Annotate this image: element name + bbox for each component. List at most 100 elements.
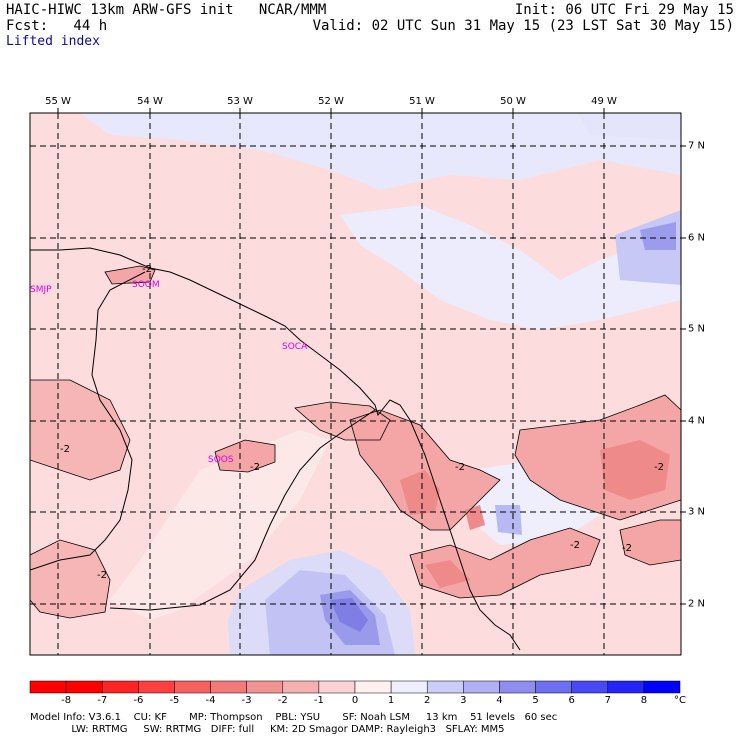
colorbar-segment bbox=[246, 680, 284, 694]
station-soos: SOOS bbox=[208, 455, 234, 465]
station-labels: SMJP SOCA SOOM SOOS bbox=[30, 280, 308, 465]
blue-core-east bbox=[640, 222, 676, 250]
lat-label-6n: 6 N bbox=[688, 232, 706, 244]
contour-label: -2 bbox=[455, 462, 465, 473]
colorbar-segment bbox=[210, 680, 247, 694]
lat-label-4n: 4 N bbox=[688, 415, 706, 427]
valid-time: Valid: 02 UTC Sun 31 May 15 (23 LST Sat … bbox=[312, 18, 734, 34]
contour-label: -2 bbox=[250, 462, 260, 473]
colorbar-segment bbox=[643, 680, 681, 694]
contour-soos bbox=[214, 439, 276, 473]
pink-area-southeast bbox=[620, 520, 681, 565]
pink-core-east bbox=[600, 440, 670, 500]
blue-core-south-central bbox=[495, 505, 522, 535]
lat-label-2n: 2 N bbox=[688, 598, 706, 610]
blue-area-northeast bbox=[577, 113, 681, 140]
colorbar-segment bbox=[282, 680, 320, 694]
lon-ticks bbox=[57, 108, 605, 113]
colorbar-unit: °C bbox=[674, 695, 686, 706]
field-name: Lifted index bbox=[6, 34, 100, 49]
init-time: Init: 06 UTC Fri 29 May 15 bbox=[514, 2, 734, 18]
contour-southeast bbox=[619, 519, 681, 566]
lat-label-5n: 5 N bbox=[688, 323, 706, 335]
lon-label-49w: 49 W bbox=[591, 96, 617, 107]
colorbar-segment bbox=[463, 680, 500, 694]
colorbar-tick: -7 bbox=[97, 695, 108, 706]
colorbar-segment bbox=[571, 680, 609, 694]
colorbar-segment bbox=[390, 680, 428, 694]
pink-area-soom bbox=[105, 266, 155, 284]
lon-label-53w: 53 W bbox=[227, 96, 253, 107]
station-soom: SOOM bbox=[132, 280, 160, 290]
title-line: HAIC-HIWC 13km ARW-GFS init NCAR/MMM bbox=[6, 2, 327, 18]
colorbar-tick: -3 bbox=[241, 695, 252, 706]
contour-south bbox=[409, 527, 601, 599]
colorbar-tick: 6 bbox=[568, 695, 575, 706]
station-soca: SOCA bbox=[282, 342, 308, 352]
coastlines-borders bbox=[30, 247, 521, 651]
colorbar-tick: 5 bbox=[532, 695, 539, 706]
lat-lon-grid bbox=[30, 113, 681, 655]
contour-label: -2 bbox=[60, 444, 70, 455]
pink-core-river bbox=[400, 470, 440, 515]
colorbar-tick: 8 bbox=[640, 695, 648, 706]
colorbar-segment bbox=[101, 680, 139, 694]
lon-label-55w: 55 W bbox=[45, 96, 71, 107]
pink-core-south bbox=[425, 560, 470, 588]
forecast-hour: Fcst: 44 h bbox=[6, 18, 108, 34]
colorbar-segment bbox=[535, 680, 572, 694]
colorbar-segment bbox=[138, 680, 175, 694]
colorbar-segment bbox=[354, 680, 392, 694]
lat-label-3n: 3 N bbox=[688, 506, 706, 518]
contour-label: -2 bbox=[654, 462, 664, 473]
colorbar-tick: -1 bbox=[313, 695, 324, 706]
lat-ticks bbox=[681, 145, 686, 605]
colorbar-tick: -2 bbox=[277, 695, 288, 706]
blue-max-southwest bbox=[330, 598, 368, 632]
colorbar-segment bbox=[607, 680, 645, 694]
contour-river bbox=[349, 409, 501, 531]
contour-label: -2 bbox=[142, 264, 152, 275]
blue-area-central bbox=[340, 205, 681, 330]
lat-label-7n: 7 N bbox=[688, 140, 706, 152]
colorbar-segment bbox=[499, 680, 536, 694]
colorbar-tick: -4 bbox=[205, 695, 216, 706]
map-frame bbox=[29, 112, 682, 656]
model-info-line1: Model Info: V3.6.1 CU: KF MP: Thompson P… bbox=[30, 712, 558, 723]
lon-label-51w: 51 W bbox=[409, 96, 435, 107]
contour-west bbox=[30, 379, 131, 481]
lon-label-54w: 54 W bbox=[137, 96, 163, 107]
contour-coastal bbox=[294, 401, 391, 441]
colorbar-tick: 0 bbox=[351, 695, 359, 706]
colorbar-tick: 7 bbox=[604, 695, 611, 706]
colorbar-segment bbox=[65, 680, 103, 694]
colorbar-segment bbox=[426, 680, 464, 694]
colorbar-segment bbox=[318, 680, 356, 694]
pink-core-small bbox=[465, 505, 485, 530]
border-guiana-brazil bbox=[109, 409, 376, 611]
colorbar-tick: 3 bbox=[460, 695, 467, 706]
contour-soom bbox=[104, 265, 156, 285]
lon-label-50w: 50 W bbox=[500, 96, 526, 107]
blue-area-north bbox=[80, 113, 681, 190]
pink-area-southwest bbox=[30, 540, 110, 618]
pink-area-soos bbox=[215, 440, 275, 472]
contour-labels: -2 -2 -2 -2 -2 -2 -2 -2 bbox=[60, 264, 664, 581]
contours bbox=[30, 265, 681, 619]
colorbar-tick: -5 bbox=[169, 695, 180, 706]
station-smjp: SMJP bbox=[30, 285, 52, 295]
pink-area-west bbox=[30, 380, 130, 480]
colorbar-tick: -8 bbox=[61, 695, 72, 706]
contour-southwest bbox=[30, 539, 111, 619]
coastline bbox=[30, 247, 521, 651]
lon-label-52w: 52 W bbox=[318, 96, 344, 107]
colorbar-segment bbox=[29, 680, 67, 694]
contour-label: -2 bbox=[570, 540, 580, 551]
colorbar-tick: -6 bbox=[133, 695, 144, 706]
colorbar-segment bbox=[174, 680, 211, 694]
colorbar-tick: 4 bbox=[496, 695, 503, 706]
contour-label: -2 bbox=[97, 570, 107, 581]
colorbar bbox=[29, 680, 681, 694]
lifted-index-field: -2 -2 -2 -2 -2 -2 -2 -2 SMJP SOCA SOOM S… bbox=[30, 113, 681, 655]
